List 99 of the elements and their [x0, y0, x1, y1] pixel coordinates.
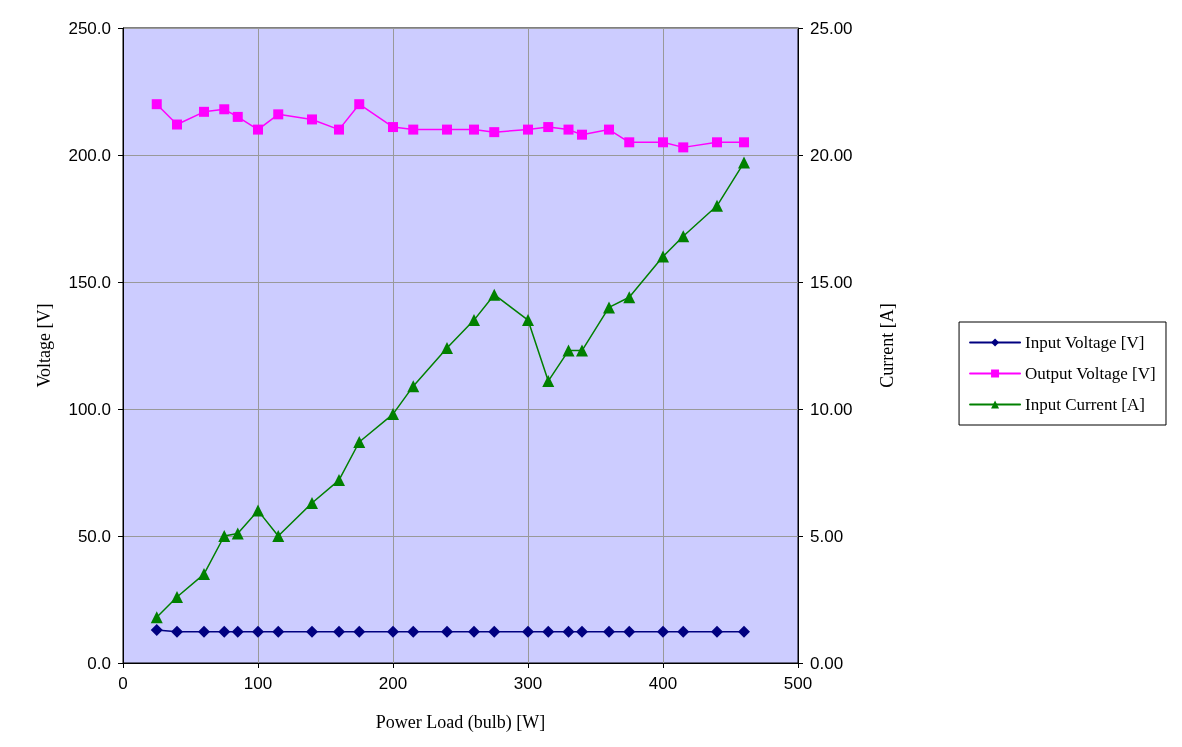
y-tick-label: 50.0 — [77, 526, 111, 546]
y-tick-label: 150.0 — [68, 272, 111, 292]
point — [408, 124, 419, 135]
y2-tick-label: 0.00 — [810, 653, 844, 673]
point — [150, 611, 163, 624]
x-axis-title: Power Load (bulb) [W] — [375, 712, 546, 733]
point — [576, 625, 588, 638]
point — [563, 124, 574, 135]
point — [387, 408, 399, 421]
point — [678, 142, 689, 153]
point — [407, 380, 420, 393]
x-tick-label: 200 — [378, 674, 408, 693]
x-tick-label: 500 — [783, 674, 813, 693]
point — [306, 625, 318, 638]
point — [306, 496, 318, 509]
point — [624, 137, 635, 148]
point — [468, 314, 480, 327]
y-tick-label: 250.0 — [68, 18, 111, 38]
point — [623, 625, 636, 638]
point — [218, 530, 231, 542]
x-tick-label: 100 — [243, 674, 273, 693]
point — [711, 199, 723, 212]
point — [231, 527, 244, 540]
point — [171, 625, 183, 638]
point — [542, 625, 555, 638]
y2-tick-label: 15.00 — [810, 272, 853, 292]
point — [562, 344, 575, 357]
point — [657, 625, 669, 638]
point — [388, 122, 398, 133]
x-tick-label: 300 — [513, 674, 543, 693]
point — [333, 474, 345, 487]
point — [150, 623, 163, 636]
point — [489, 127, 500, 138]
point — [739, 137, 749, 148]
legend-label: Output Voltage [V] — [1025, 364, 1156, 383]
point — [543, 122, 554, 133]
point — [334, 124, 344, 135]
point — [577, 129, 587, 140]
point — [657, 250, 669, 263]
y2-tick-label: 5.00 — [810, 526, 844, 546]
point — [171, 590, 183, 603]
point — [441, 342, 453, 355]
point — [232, 111, 243, 122]
y-tick-label: 200.0 — [68, 145, 111, 165]
point — [272, 530, 285, 542]
x-tick-label: 400 — [648, 674, 678, 693]
point — [198, 568, 210, 581]
x-tick-label: 0 — [118, 674, 128, 693]
point — [353, 625, 366, 638]
point — [441, 625, 453, 638]
y2-tick-label: 20.00 — [810, 145, 853, 165]
point — [273, 109, 284, 120]
point — [468, 625, 480, 638]
point — [712, 137, 722, 148]
point — [272, 625, 285, 638]
point — [198, 625, 210, 638]
point — [488, 625, 501, 638]
point — [333, 625, 345, 638]
point — [354, 99, 365, 110]
y-tick-label: 0.0 — [87, 653, 111, 673]
point — [253, 124, 263, 135]
y2-tick-label: 10.00 — [810, 399, 853, 419]
point — [231, 625, 244, 638]
point — [199, 106, 209, 117]
point — [522, 314, 534, 327]
point — [658, 137, 668, 148]
point — [219, 104, 230, 115]
point — [407, 625, 420, 638]
point — [711, 625, 723, 638]
y-tick-label: 100.0 — [68, 399, 111, 419]
point — [738, 625, 750, 638]
point — [542, 375, 555, 388]
point — [523, 124, 533, 135]
point — [151, 99, 162, 110]
point — [738, 156, 750, 169]
point — [522, 625, 534, 638]
legend-label: Input Current [A] — [1025, 395, 1145, 414]
point — [623, 291, 636, 304]
point — [603, 301, 615, 314]
legend-label: Input Voltage [V] — [1025, 333, 1145, 352]
point — [677, 625, 690, 638]
point — [307, 114, 317, 125]
point — [252, 504, 264, 517]
point — [488, 288, 501, 301]
point — [353, 436, 366, 449]
point — [442, 124, 452, 135]
point — [387, 625, 399, 638]
point — [469, 124, 479, 135]
point — [252, 625, 264, 638]
y-axis-title: Voltage [V] — [34, 303, 54, 388]
point — [562, 625, 575, 638]
point — [677, 230, 690, 243]
y2-axis-title: Current [A] — [877, 303, 897, 388]
y2-tick-label: 25.00 — [810, 18, 853, 38]
point — [604, 124, 614, 135]
point — [576, 344, 588, 357]
point — [603, 625, 615, 638]
point — [218, 625, 231, 638]
point — [172, 119, 182, 130]
